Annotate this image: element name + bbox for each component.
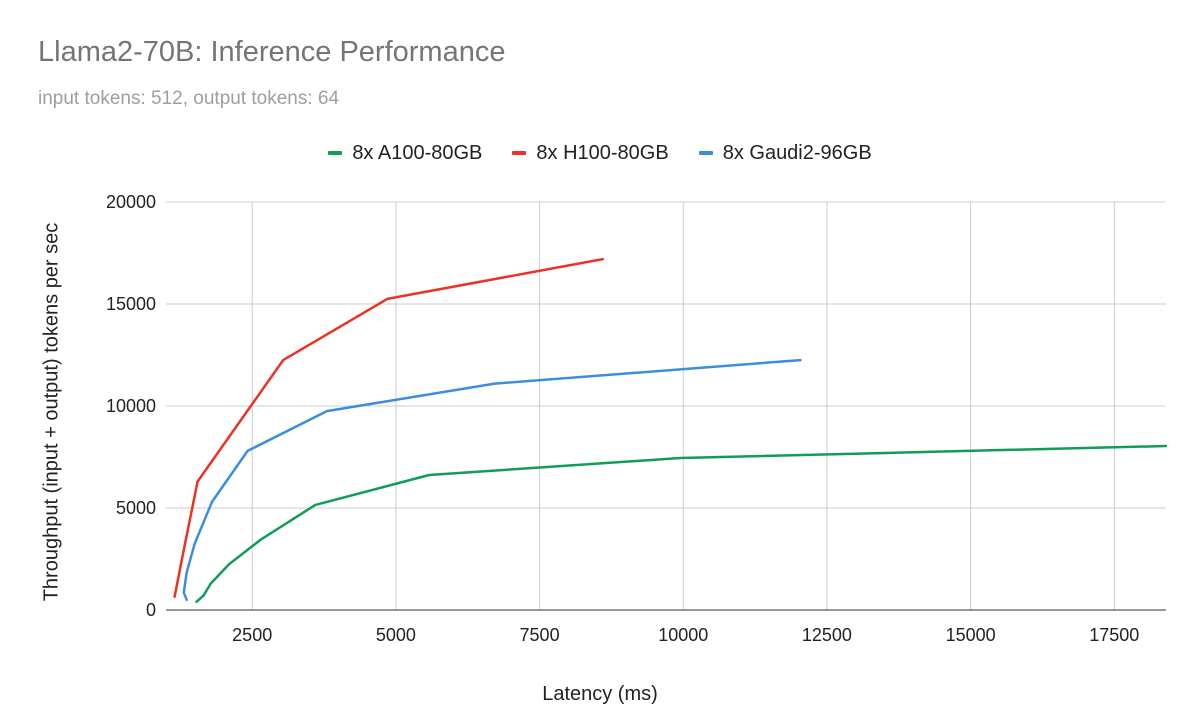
y-tick-label: 10000 xyxy=(106,396,156,416)
x-tick-label: 17500 xyxy=(1089,625,1139,645)
y-tick-label: 5000 xyxy=(116,498,156,518)
y-tick-label: 0 xyxy=(146,600,156,620)
y-tick-label: 15000 xyxy=(106,294,156,314)
x-tick-label: 2500 xyxy=(232,625,272,645)
y-tick-label: 20000 xyxy=(106,192,156,212)
legend-item-a100[interactable]: 8x A100-80GB xyxy=(328,142,482,165)
legend: 8x A100-80GB 8x H100-80GB 8x Gaudi2-96GB xyxy=(0,138,1200,168)
legend-label-gaudi2: 8x Gaudi2-96GB xyxy=(722,141,872,164)
legend-swatch-gaudi2 xyxy=(698,151,713,155)
x-tick-label: 10000 xyxy=(658,625,708,645)
series-line-gaudi2 xyxy=(182,358,802,602)
chart-title: Llama2-70B: Inference Performance xyxy=(38,36,506,68)
legend-item-h100[interactable]: 8x H100-80GB xyxy=(512,141,669,165)
chart-subtitle: input tokens: 512, output tokens: 64 xyxy=(38,88,340,109)
x-tick-label: 5000 xyxy=(376,625,416,645)
x-tick-label: 12500 xyxy=(802,625,852,645)
legend-item-gaudi2[interactable]: 8x Gaudi2-96GB xyxy=(698,141,872,165)
y-axis-label: Throughput (input + output) tokens per s… xyxy=(40,222,63,602)
legend-swatch-a100 xyxy=(328,151,343,155)
x-tick-label: 7500 xyxy=(520,625,560,645)
legend-swatch-h100 xyxy=(512,151,527,155)
series-line-a100 xyxy=(195,444,1168,604)
legend-label-h100: 8x H100-80GB xyxy=(536,141,669,164)
x-tick-label: 15000 xyxy=(946,625,996,645)
series-line-h100 xyxy=(173,257,605,598)
x-axis-label: Latency (ms) xyxy=(542,683,658,705)
legend-label-a100: 8x A100-80GB xyxy=(352,141,483,164)
